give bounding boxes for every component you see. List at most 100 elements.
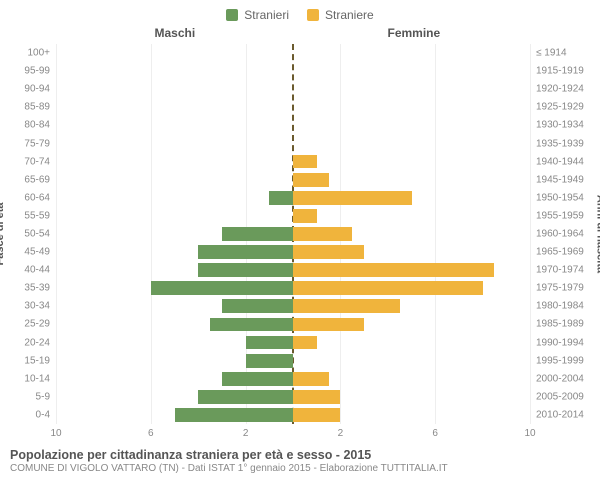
birth-year-label: 1920-1924: [536, 84, 584, 95]
birth-year-label: 1955-1959: [536, 210, 584, 221]
age-label: 40-44: [24, 265, 50, 276]
header-maschi: Maschi: [155, 26, 196, 40]
table-row: 20-241990-1994: [56, 334, 530, 352]
table-row: 75-791935-1939: [56, 134, 530, 152]
age-label: 10-14: [24, 373, 50, 384]
population-pyramid-chart: Stranieri Straniere Maschi Femmine Fasce…: [0, 0, 600, 500]
bar-female: [293, 209, 317, 223]
legend: Stranieri Straniere: [4, 8, 596, 22]
birth-year-label: 2005-2009: [536, 391, 584, 402]
age-label: 35-39: [24, 283, 50, 294]
header-femmine: Femmine: [388, 26, 441, 40]
x-tick: 10: [524, 428, 535, 439]
table-row: 65-691945-1949: [56, 171, 530, 189]
bar-male: [198, 245, 293, 259]
table-row: 50-541960-1964: [56, 225, 530, 243]
age-label: 20-24: [24, 337, 50, 348]
legend-label-male: Stranieri: [244, 8, 289, 22]
table-row: 80-841930-1934: [56, 116, 530, 134]
birth-year-label: 2000-2004: [536, 373, 584, 384]
x-tick: 2: [243, 428, 249, 439]
age-label: 0-4: [36, 409, 50, 420]
bar-male: [246, 354, 293, 368]
legend-swatch-female: [307, 9, 319, 21]
age-label: 45-49: [24, 247, 50, 258]
age-label: 5-9: [36, 391, 50, 402]
birth-year-label: 1945-1949: [536, 174, 584, 185]
table-row: 40-441970-1974: [56, 261, 530, 279]
age-label: 75-79: [24, 138, 50, 149]
birth-year-label: ≤ 1914: [536, 48, 567, 59]
table-row: 55-591955-1959: [56, 207, 530, 225]
birth-year-label: 1940-1944: [536, 156, 584, 167]
legend-item-male: Stranieri: [226, 8, 289, 22]
table-row: 70-741940-1944: [56, 153, 530, 171]
y-axis-right-title: Anni di nascita: [594, 195, 600, 273]
age-label: 90-94: [24, 84, 50, 95]
age-label: 25-29: [24, 319, 50, 330]
table-row: 100+≤ 1914: [56, 44, 530, 62]
birth-year-label: 1950-1954: [536, 192, 584, 203]
birth-year-label: 1995-1999: [536, 355, 584, 366]
table-row: 15-191995-1999: [56, 352, 530, 370]
table-row: 90-941920-1924: [56, 80, 530, 98]
birth-year-label: 1970-1974: [536, 265, 584, 276]
birth-year-label: 1925-1929: [536, 102, 584, 113]
age-label: 85-89: [24, 102, 50, 113]
legend-swatch-male: [226, 9, 238, 21]
bar-female: [293, 336, 317, 350]
x-axis: 10622610: [56, 424, 530, 446]
x-tick: 10: [50, 428, 61, 439]
age-label: 15-19: [24, 355, 50, 366]
age-label: 100+: [27, 48, 50, 59]
birth-year-label: 1980-1984: [536, 301, 584, 312]
bar-male: [222, 299, 293, 313]
table-row: 25-291985-1989: [56, 315, 530, 333]
caption: Popolazione per cittadinanza straniera p…: [4, 446, 596, 474]
age-label: 70-74: [24, 156, 50, 167]
birth-year-label: 1965-1969: [536, 247, 584, 258]
plot-area: Fasce di età Anni di nascita 100+≤ 19149…: [4, 44, 596, 424]
bar-female: [293, 155, 317, 169]
age-label: 55-59: [24, 210, 50, 221]
y-axis-left-title: Fasce di età: [0, 203, 6, 266]
birth-year-label: 1985-1989: [536, 319, 584, 330]
bar-male: [222, 227, 293, 241]
birth-year-label: 1935-1939: [536, 138, 584, 149]
column-headers: Maschi Femmine: [4, 26, 596, 42]
bar-male: [175, 408, 294, 422]
bar-female: [293, 299, 400, 313]
table-row: 35-391975-1979: [56, 279, 530, 297]
bar-male: [210, 318, 293, 332]
bar-male: [198, 263, 293, 277]
table-row: 0-42010-2014: [56, 406, 530, 424]
age-label: 50-54: [24, 228, 50, 239]
age-label: 65-69: [24, 174, 50, 185]
birth-year-label: 1975-1979: [536, 283, 584, 294]
bar-female: [293, 227, 352, 241]
bar-rows: 100+≤ 191495-991915-191990-941920-192485…: [56, 44, 530, 424]
caption-title: Popolazione per cittadinanza straniera p…: [10, 448, 590, 462]
bar-female: [293, 281, 483, 295]
x-tick: 6: [432, 428, 438, 439]
bar-female: [293, 245, 364, 259]
bar-male: [198, 390, 293, 404]
age-label: 60-64: [24, 192, 50, 203]
bar-female: [293, 173, 329, 187]
table-row: 5-92005-2009: [56, 388, 530, 406]
bar-female: [293, 390, 340, 404]
birth-year-label: 1930-1934: [536, 120, 584, 131]
table-row: 60-641950-1954: [56, 189, 530, 207]
legend-label-female: Straniere: [325, 8, 374, 22]
table-row: 45-491965-1969: [56, 243, 530, 261]
birth-year-label: 1915-1919: [536, 66, 584, 77]
age-label: 30-34: [24, 301, 50, 312]
table-row: 95-991915-1919: [56, 62, 530, 80]
bar-female: [293, 408, 340, 422]
birth-year-label: 1990-1994: [536, 337, 584, 348]
birth-year-label: 2010-2014: [536, 409, 584, 420]
x-tick: 6: [148, 428, 154, 439]
bar-male: [151, 281, 293, 295]
legend-item-female: Straniere: [307, 8, 374, 22]
bar-male: [269, 191, 293, 205]
